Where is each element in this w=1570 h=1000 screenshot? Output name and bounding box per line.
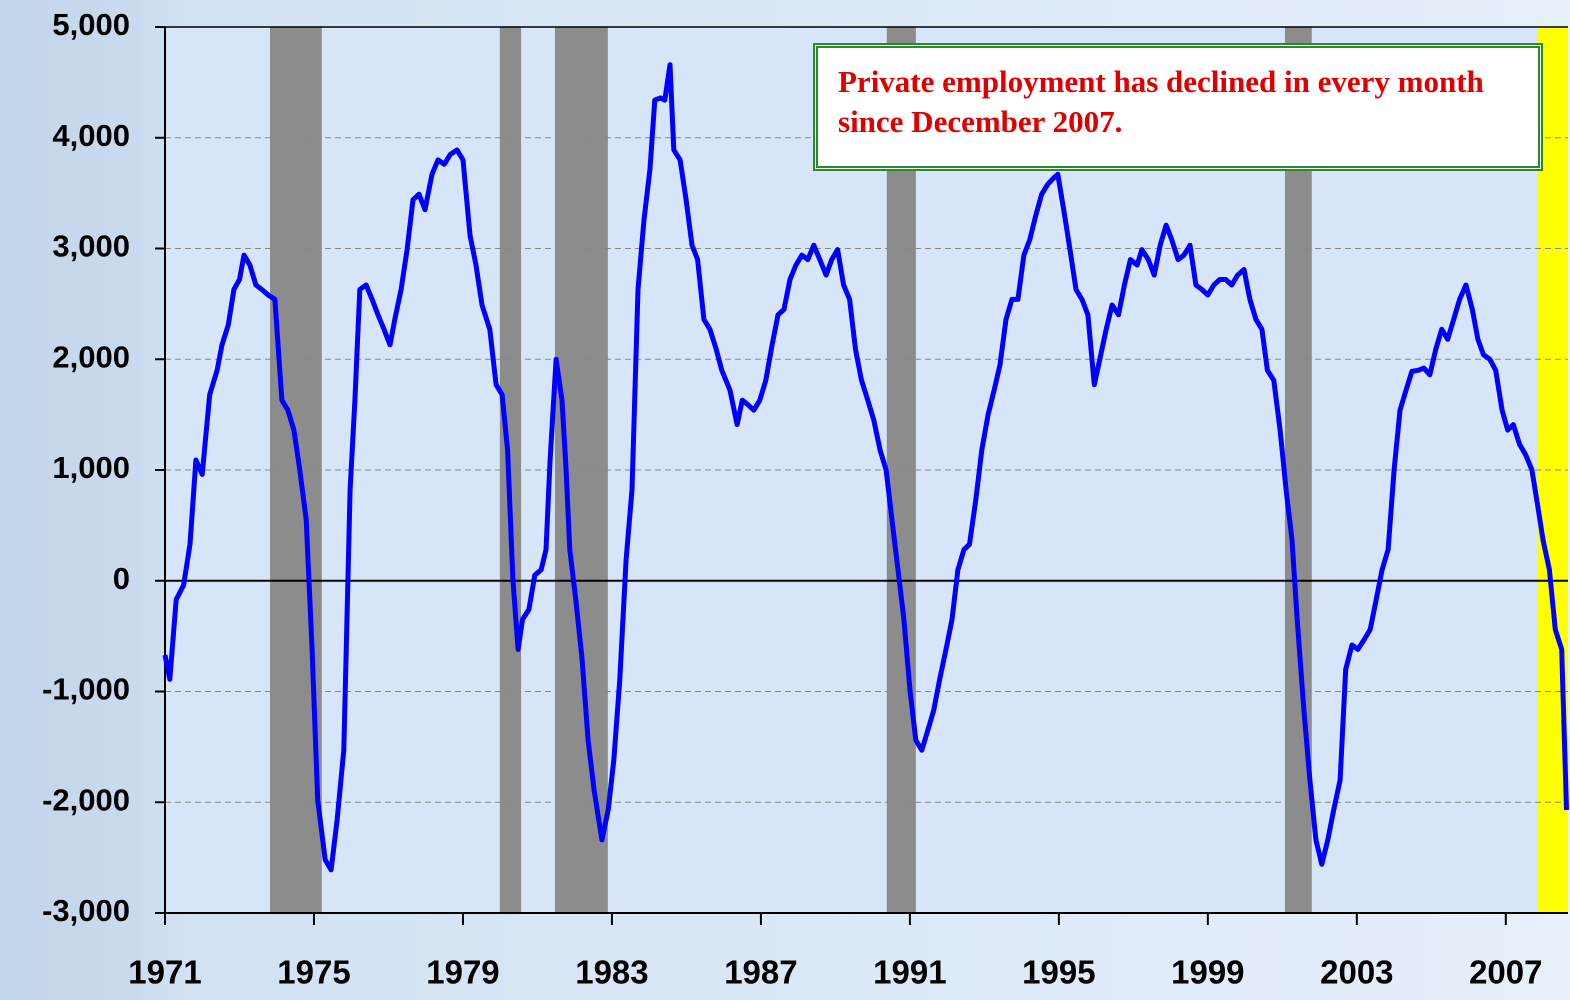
x-tick-label: 1971 bbox=[128, 954, 201, 991]
y-tick-label: -3,000 bbox=[42, 893, 130, 928]
x-tick-label: 2003 bbox=[1320, 954, 1393, 991]
y-tick-label: 5,000 bbox=[52, 7, 130, 42]
x-tick-label: 1987 bbox=[724, 954, 797, 991]
y-tick-label: 1,000 bbox=[52, 450, 130, 485]
y-tick-label: 0 bbox=[113, 561, 130, 596]
x-tick-label: 2007 bbox=[1469, 954, 1542, 991]
x-tick-label: 1983 bbox=[575, 954, 648, 991]
x-tick-label: 1995 bbox=[1022, 954, 1095, 991]
y-tick-label: 4,000 bbox=[52, 118, 130, 153]
y-tick-label: 3,000 bbox=[52, 229, 130, 264]
x-tick-label: 1979 bbox=[426, 954, 499, 991]
x-tick-label: 1999 bbox=[1171, 954, 1244, 991]
y-tick-label: 2,000 bbox=[52, 339, 130, 374]
annotation: Private employment has declined in every… bbox=[813, 43, 1543, 171]
x-tick-label: 1975 bbox=[277, 954, 350, 991]
y-tick-label: -1,000 bbox=[42, 672, 130, 707]
y-tick-label: -2,000 bbox=[42, 782, 130, 817]
page: -3,000 -2,000 -1,000 0 1,000 2,000 3,000 4,000 5… bbox=[0, 0, 1570, 1000]
x-tick-label: 1991 bbox=[873, 954, 946, 991]
